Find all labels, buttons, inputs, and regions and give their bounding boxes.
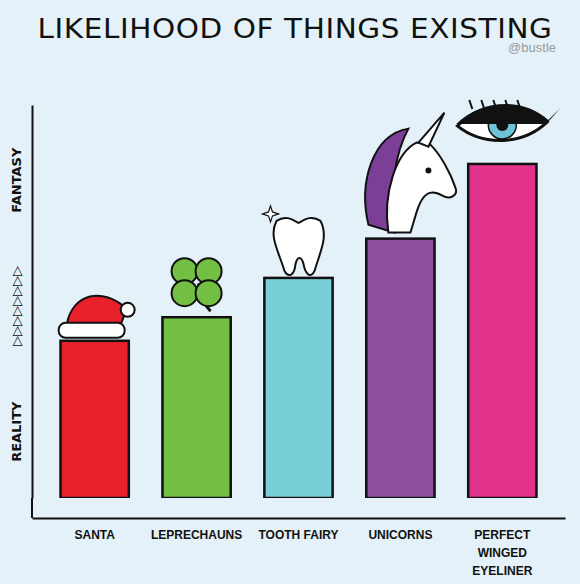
- bar: [468, 164, 536, 498]
- eye-lash: [469, 100, 472, 109]
- x-tick-label: UNICORNS: [368, 528, 432, 542]
- unicorn-horn: [418, 113, 444, 147]
- icons: [59, 100, 561, 338]
- annotation: @bustle: [508, 40, 556, 55]
- y-axis-line: [32, 106, 34, 499]
- hat-pompom: [121, 303, 135, 317]
- bar: [162, 317, 230, 498]
- tooth: [274, 218, 324, 275]
- y-tick-label: REALITY: [9, 401, 24, 462]
- x-tick: SANTA: [74, 528, 115, 542]
- hat-cone: [67, 296, 127, 325]
- icon: [263, 206, 324, 275]
- x-tick-label-line: EYELINER: [472, 564, 532, 578]
- icon: [172, 258, 222, 311]
- sparkle: [263, 206, 279, 222]
- y-axis: REALITY ▷▷▷▷▷▷▷▷ FANTASY: [9, 106, 33, 499]
- eye-lash: [493, 100, 496, 109]
- eye-lash: [481, 100, 484, 109]
- unicorn-eye: [425, 168, 431, 174]
- x-tick-label: PERFECT WINGED EYELINER: [472, 528, 532, 578]
- x-tick: LEPRECHAUNS: [151, 528, 242, 542]
- icon: [456, 100, 560, 141]
- icon: [59, 296, 135, 338]
- y-tick: REALITY: [9, 401, 32, 462]
- x-tick-label: SANTA: [74, 528, 115, 542]
- title: LIKELIHOOD OF THINGS EXISTING: [38, 14, 553, 44]
- x-tick-label-line: WINGED: [478, 546, 528, 560]
- x-tick-label: TOOTH FAIRY: [258, 528, 338, 542]
- bar: [366, 239, 434, 498]
- eye-lash: [505, 100, 508, 109]
- y-tick-label: ▷▷▷▷▷▷▷▷: [9, 266, 24, 346]
- x-tick-label-line: PERFECT: [474, 528, 531, 542]
- eye-lash: [517, 100, 520, 109]
- chart-container: LIKELIHOOD OF THINGS EXISTING@bustle REAL…: [0, 0, 580, 584]
- x-tick: UNICORNS: [368, 528, 432, 542]
- unicorn-head: [387, 143, 456, 233]
- hat-band: [59, 323, 125, 338]
- x-axis-line: [33, 518, 566, 520]
- x-tick: PERFECT WINGED EYELINER: [472, 528, 532, 578]
- clover-leaf: [196, 280, 222, 306]
- bar: [264, 278, 332, 498]
- clover-leaf: [172, 280, 198, 306]
- x-axis: SANTA LEPRECHAUNS TOOTH FAIRY UNICORNS PERFE…: [33, 519, 566, 578]
- bar: [61, 341, 129, 498]
- background: [0, 0, 580, 584]
- y-tick: ▷▷▷▷▷▷▷▷: [9, 266, 32, 346]
- bars: [61, 164, 537, 498]
- axis-line-extension: [31, 498, 33, 518]
- x-tick-label: LEPRECHAUNS: [151, 528, 242, 542]
- y-tick: FANTASY: [9, 147, 32, 213]
- chart-svg: LIKELIHOOD OF THINGS EXISTING@bustle REAL…: [0, 0, 580, 584]
- x-tick: TOOTH FAIRY: [258, 528, 338, 542]
- y-tick-label: FANTASY: [9, 147, 24, 213]
- icon: [365, 113, 456, 233]
